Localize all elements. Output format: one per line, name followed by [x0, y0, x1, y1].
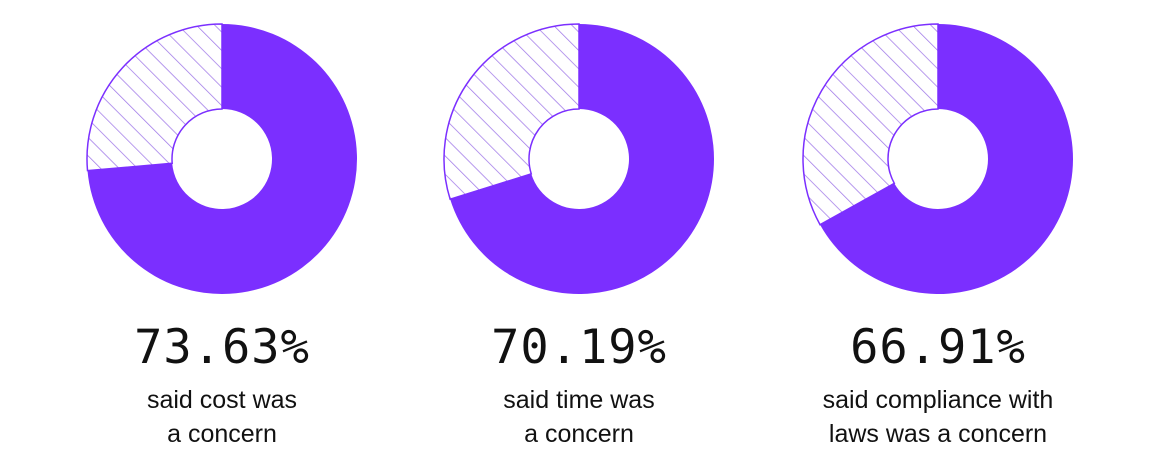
caption-2-line-1: said time was: [503, 386, 655, 414]
donut-1-remainder-slice: [86, 23, 223, 172]
donut-3-value-slice: [820, 24, 1073, 294]
donut-2-value-slice: [450, 24, 714, 294]
donut-1-value-slice: [87, 24, 357, 294]
percent-label-3: 66.91%: [850, 320, 1026, 375]
percent-label-1: 73.63%: [134, 320, 310, 375]
donut-3-remainder-slice: [802, 23, 939, 226]
caption-1-line-1: said cost was: [146, 386, 298, 414]
caption-2-line-2: a concern: [524, 420, 634, 448]
donut-chart-1: 73.63% said cost was a concern: [42, 0, 402, 475]
caption-2: said time was a concern: [399, 383, 759, 451]
donut-chart-2: 70.19% said time was a concern: [399, 0, 759, 475]
caption-3-line-1: said compliance with: [822, 386, 1054, 414]
caption-1: said cost was a concern: [42, 383, 402, 451]
donut-chart-3-svg: [802, 23, 1073, 294]
caption-3-line-2: laws was a concern: [828, 420, 1048, 448]
donut-chart-3: 66.91% said compliance with laws was a c…: [758, 0, 1118, 475]
caption-3: said compliance with laws was a concern: [758, 383, 1118, 451]
percent-label-2: 70.19%: [491, 320, 667, 375]
caption-1-line-2: a concern: [167, 420, 277, 448]
donut-2-remainder-slice: [443, 23, 580, 201]
donut-chart-1-svg: [86, 23, 357, 294]
donut-chart-2-svg: [443, 23, 714, 294]
